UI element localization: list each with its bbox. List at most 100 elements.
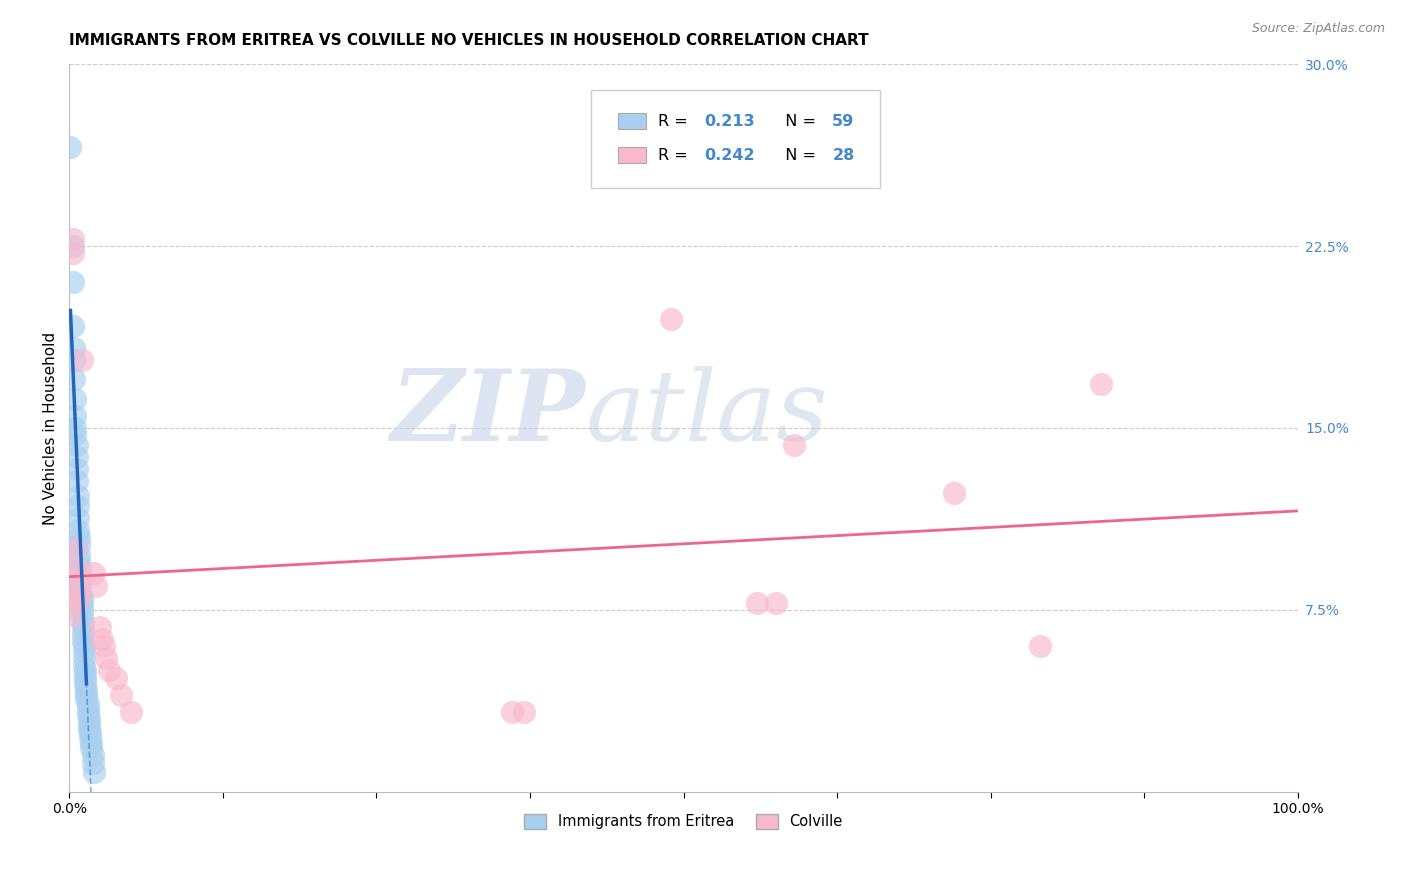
Point [72, 615, 94, 629]
Point [942, 486, 965, 500]
FancyBboxPatch shape [592, 90, 880, 188]
Text: Source: ZipAtlas.com: Source: ZipAtlas.com [1251, 22, 1385, 36]
Point [94, 651, 117, 665]
Point [63, 595, 86, 609]
Point [65, 542, 87, 557]
Point [62, 239, 84, 253]
Text: ZIP: ZIP [391, 365, 585, 462]
Text: N =: N = [775, 113, 821, 128]
Point [73, 658, 96, 673]
FancyBboxPatch shape [619, 147, 645, 163]
Point [67, 547, 90, 561]
Point [70, 353, 93, 368]
Point [66, 499, 89, 513]
Point [83, 566, 105, 581]
Point [73, 644, 96, 658]
Point [63, 341, 86, 355]
Point [79, 726, 101, 740]
Point [1029, 639, 1052, 653]
Point [72, 620, 94, 634]
Text: 59: 59 [832, 113, 855, 128]
Text: N =: N = [775, 148, 821, 162]
Point [67, 591, 90, 605]
Point [659, 311, 682, 326]
Point [70, 595, 93, 609]
Point [77, 716, 100, 731]
Point [70, 591, 93, 605]
Point [82, 756, 104, 770]
Point [69, 586, 91, 600]
Point [70, 607, 93, 622]
Point [501, 705, 523, 719]
Point [66, 489, 89, 503]
Point [104, 671, 127, 685]
Point [89, 620, 111, 634]
Point [79, 731, 101, 746]
Point [65, 409, 87, 423]
Text: IMMIGRANTS FROM ERITREA VS COLVILLE NO VEHICLES IN HOUSEHOLD CORRELATION CHART: IMMIGRANTS FROM ERITREA VS COLVILLE NO V… [69, 33, 869, 48]
Point [67, 537, 90, 551]
Point [75, 688, 97, 702]
Point [62, 232, 84, 246]
Point [65, 450, 87, 464]
Point [65, 438, 87, 452]
Point [120, 705, 142, 719]
Point [62, 319, 84, 334]
Point [80, 736, 103, 750]
Text: 0.213: 0.213 [704, 113, 755, 128]
Point [1090, 377, 1112, 392]
Point [66, 583, 89, 598]
Point [65, 428, 87, 442]
Point [65, 475, 87, 489]
Point [66, 571, 89, 585]
Point [69, 578, 91, 592]
Point [765, 595, 787, 609]
Point [783, 438, 806, 452]
Point [59, 139, 82, 153]
Point [76, 706, 98, 721]
FancyBboxPatch shape [619, 113, 645, 129]
Point [75, 664, 97, 678]
Point [75, 692, 97, 706]
Point [62, 276, 84, 290]
Point [65, 561, 87, 575]
Point [73, 639, 96, 653]
Point [75, 678, 97, 692]
Point [73, 651, 96, 665]
Point [83, 765, 105, 780]
Point [67, 554, 90, 568]
Point [63, 372, 86, 386]
Point [70, 603, 93, 617]
Text: R =: R = [658, 113, 693, 128]
Point [110, 688, 132, 702]
Point [97, 664, 120, 678]
Point [72, 634, 94, 648]
Text: atlas: atlas [585, 366, 828, 461]
Point [84, 578, 107, 592]
Point [69, 561, 91, 575]
Point [65, 462, 87, 476]
Point [75, 668, 97, 682]
Point [65, 392, 87, 406]
Text: R =: R = [658, 148, 693, 162]
Point [63, 353, 86, 368]
Point [69, 571, 91, 585]
Point [63, 607, 86, 622]
Point [77, 722, 100, 736]
Text: 0.242: 0.242 [704, 148, 755, 162]
Point [75, 682, 97, 697]
Point [76, 698, 98, 712]
Point [67, 530, 90, 544]
Point [77, 712, 100, 726]
Point [62, 246, 84, 260]
Point [93, 639, 115, 653]
Point [513, 705, 536, 719]
Text: 28: 28 [832, 148, 855, 162]
Point [747, 595, 769, 609]
Point [66, 510, 89, 524]
Point [66, 523, 89, 537]
Point [72, 627, 94, 641]
Point [91, 632, 114, 646]
Point [82, 748, 104, 763]
Y-axis label: No Vehicles in Household: No Vehicles in Household [44, 332, 58, 524]
